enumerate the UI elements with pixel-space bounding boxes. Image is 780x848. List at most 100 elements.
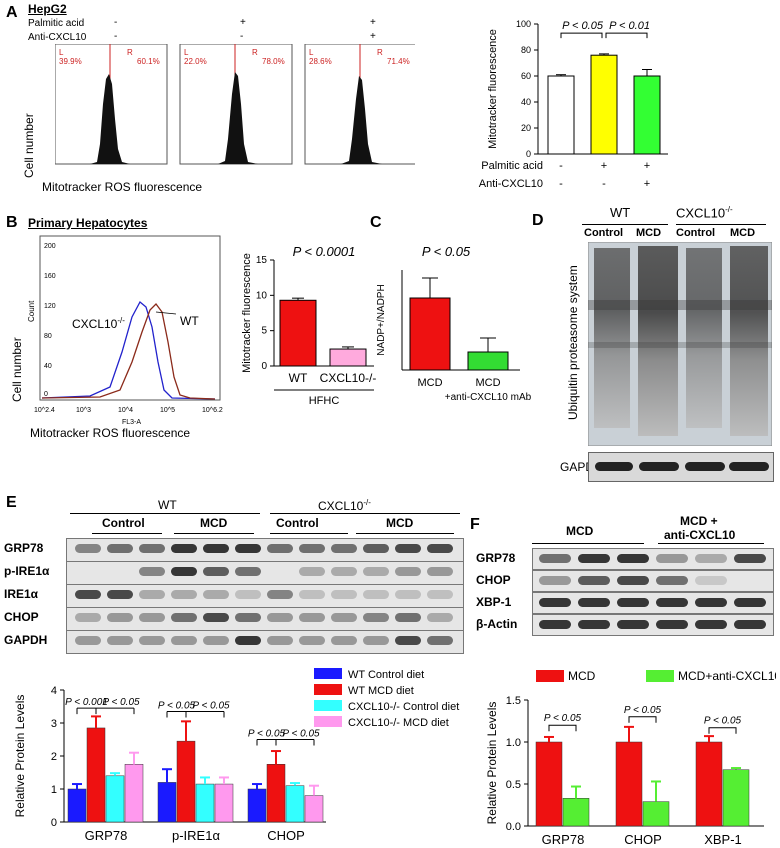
b-bar [279, 299, 317, 367]
f-pvalue: P < 0.05 [624, 705, 662, 716]
f-blot-row [532, 592, 774, 614]
e-legend-label: CXCL10-/- Control diet [348, 701, 459, 713]
e-band [395, 590, 421, 599]
f-blot-row [532, 548, 774, 570]
hist2-r-gate: R [252, 48, 258, 57]
e-band [331, 636, 357, 645]
f-band [734, 598, 766, 607]
d-lane-4: MCD [730, 227, 756, 239]
e-ytick-label: 2 [51, 751, 57, 763]
d-ko-underline [676, 224, 766, 225]
e-band [203, 636, 229, 645]
f-band [578, 620, 610, 629]
e-band [363, 544, 389, 553]
f-legend-label: MCD+anti-CXCL10 [678, 669, 776, 683]
e-legend-label: WT MCD diet [348, 685, 414, 697]
panel-b-title: Primary Hepatocytes [28, 216, 148, 230]
f-bracket [708, 727, 737, 734]
e-ylabel: Relative Protein Levels [13, 695, 27, 818]
f-xtick-label: XBP-1 [704, 832, 742, 847]
a-bracket-2 [605, 32, 648, 39]
e-band [427, 567, 453, 576]
e-ko-underline [270, 513, 460, 514]
e-band [235, 590, 261, 599]
hist3-right-pct: 71.4% [387, 57, 410, 66]
anticxcl10-row-label: Anti-CXCL10 [28, 32, 87, 43]
panel-a-ylabel: Cell number [22, 113, 36, 178]
e-band [427, 590, 453, 599]
e-bar [105, 775, 125, 823]
f-ytick-label: 1.5 [506, 695, 521, 707]
f-legend-swatch [646, 670, 674, 682]
f-ytick-label: 1.0 [506, 737, 521, 749]
b-group-label: HFHC [309, 395, 340, 407]
b-ylabel: Mitotracker fluorescence [241, 253, 253, 373]
d-side-label: Ubiquitin proteasome system [566, 265, 580, 420]
e-ytick-label: 3 [51, 718, 57, 730]
panel-label-f: F [470, 516, 480, 533]
e-band [107, 636, 133, 645]
f-bracket [628, 716, 657, 723]
d-group-ko: CXCL10-/- [676, 205, 733, 221]
f-band [617, 554, 649, 563]
a-xrow2-label: Anti-CXCL10 [479, 178, 543, 190]
f-bar [695, 741, 723, 827]
e-pvalue: P < 0.05 [282, 729, 320, 740]
f-group-anti-2: anti-CXCL10 [664, 528, 736, 542]
e-sub-4: MCD [386, 516, 414, 530]
e-bar [266, 764, 286, 823]
f-bar [642, 801, 670, 827]
e-bar [67, 788, 87, 823]
e-sub-1: Control [102, 516, 145, 530]
f-band [617, 598, 649, 607]
f-bar [722, 769, 750, 827]
e-blot-row [66, 584, 464, 608]
f-band [539, 620, 571, 629]
e-band [203, 544, 229, 553]
f-band [617, 620, 649, 629]
e-band [75, 544, 101, 553]
sign-2-2: - [240, 31, 244, 42]
e-row-label: CHOP [4, 610, 39, 624]
f-pvalue: P < 0.05 [704, 716, 742, 727]
e-pvalue: P < 0.001 [65, 697, 108, 708]
a-bar [547, 75, 575, 155]
hist1-l-gate: L [59, 48, 64, 57]
f-anti-underline [658, 543, 764, 544]
f-band [734, 554, 766, 563]
d-gapdh-band [639, 462, 679, 471]
histogram-3: L 28.6% R 71.4% [304, 44, 415, 165]
e-group-wt: WT [158, 498, 177, 512]
a-ytick-label: 40 [521, 97, 531, 107]
e-band [299, 613, 325, 622]
f-ytick-label: 0.0 [506, 821, 521, 833]
f-pvalue: P < 0.05 [544, 713, 582, 724]
f-band [656, 576, 688, 585]
panel-e-bar-chart: 0 1 2 3 4 Relative Protein Levels GRP78 p-IRE1α… [13, 668, 459, 843]
e-bar [214, 783, 234, 823]
b-xtick-label: WT [289, 371, 308, 385]
b-ytick-label: 15 [256, 255, 268, 266]
panel-b-xlabel: Mitotracker ROS fluorescence [30, 426, 191, 440]
f-xtick-label: GRP78 [542, 832, 585, 847]
e-pvalue: P < 0.05 [248, 729, 286, 740]
e-xtick-label: GRP78 [85, 828, 128, 843]
e-band [235, 613, 261, 622]
e-band [363, 613, 389, 622]
c-bar [409, 297, 451, 371]
hist2-left-pct: 22.0% [184, 57, 207, 66]
c-xtick-label: MCD [475, 377, 500, 389]
e-sub-underline [356, 533, 454, 534]
e-bar [247, 788, 267, 823]
f-band [734, 620, 766, 629]
e-group-ko: CXCL10-/- [318, 498, 371, 513]
panel-b-flow-overlay: 200 160 120 80 40 0 Count 10^2.4 10^3 10… [27, 235, 223, 426]
e-ytick-label: 4 [51, 685, 57, 697]
f-ytick-label: 0.5 [506, 779, 521, 791]
e-row-label: GAPDH [4, 633, 48, 647]
f-xtick-label: CHOP [624, 832, 662, 847]
d-group-wt: WT [610, 205, 631, 220]
sign-2-1: - [114, 31, 118, 42]
panel-label-d: D [532, 212, 544, 229]
